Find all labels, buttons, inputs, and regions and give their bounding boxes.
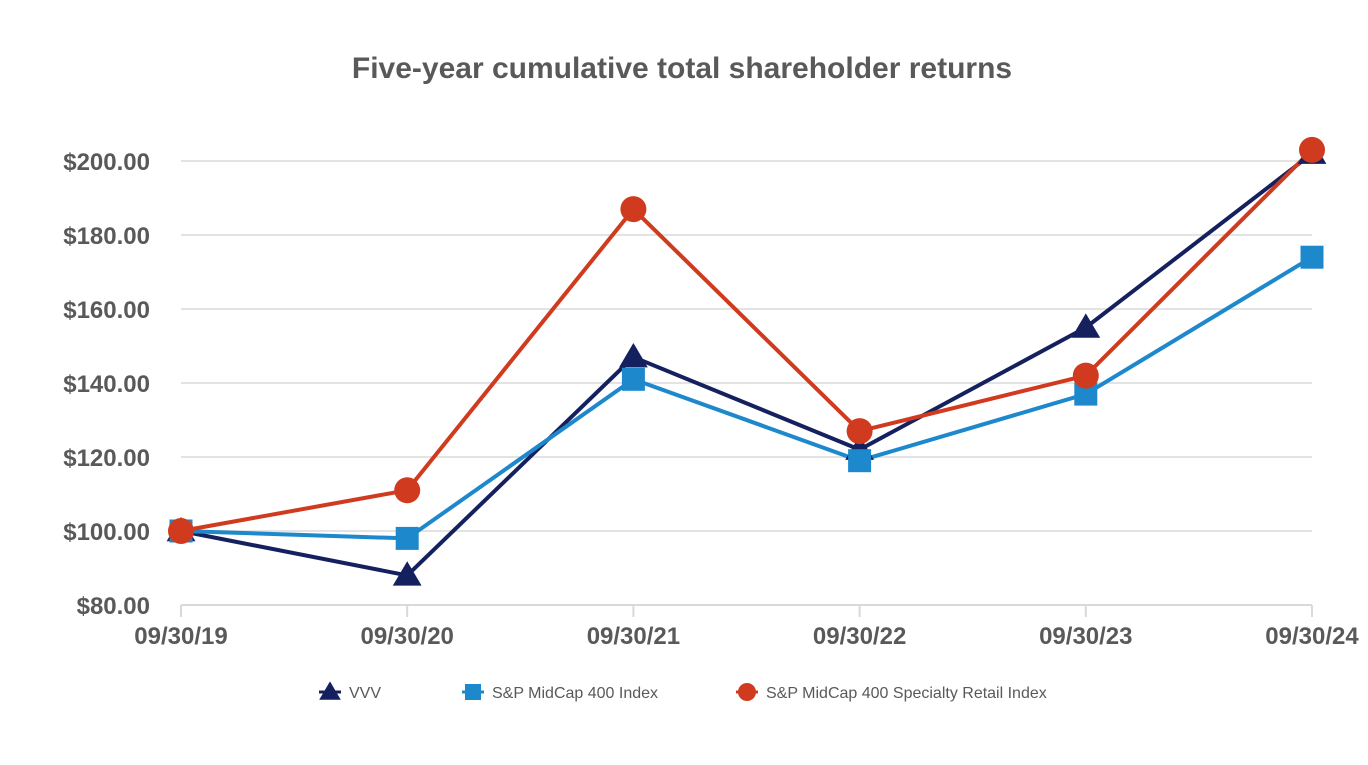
data-point-circle <box>1299 136 1325 163</box>
data-point-square <box>395 526 419 550</box>
series-line-triangle <box>180 152 1314 578</box>
legend-marker-square <box>465 684 481 700</box>
legend: VVV S&P MidCap 400 Index S&P MidCap 400 Sp… <box>319 681 1047 702</box>
x-axis-tick-labels: 09/30/19 09/30/20 09/30/21 09/30/22 09/30/23… <box>134 623 1359 650</box>
x-tick-label: 09/30/20 <box>360 623 453 650</box>
data-point-square <box>1300 245 1324 269</box>
data-point-triangle <box>619 342 648 368</box>
y-tick-label: $80.00 <box>77 593 150 620</box>
chart-title: Five-year cumulative total shareholder r… <box>352 52 1012 85</box>
data-point-circle <box>620 196 647 223</box>
data-point-square <box>621 367 645 391</box>
grid-lines <box>181 160 1312 532</box>
legend-label: VVV <box>349 685 381 702</box>
legend-label: S&P MidCap 400 Index <box>492 685 658 702</box>
legend-marker-circle <box>738 683 756 701</box>
y-tick-label: $180.00 <box>63 223 150 250</box>
data-point-circle <box>394 477 421 504</box>
x-tick-label: 09/30/22 <box>813 623 906 650</box>
y-axis-tick-labels: $80.00 $100.00 $120.00 $140.00 $160.00 $180.0… <box>63 149 150 620</box>
legend-label: S&P MidCap 400 Specialty Retail Index <box>766 685 1047 702</box>
series-line-circle <box>180 148 1314 533</box>
series-markers <box>166 136 1327 586</box>
data-point-circle <box>1072 362 1099 389</box>
y-tick-label: $200.00 <box>63 149 150 176</box>
x-tick-label: 09/30/21 <box>587 623 680 650</box>
legend-marker-triangle <box>319 681 341 700</box>
x-tick-label: 09/30/24 <box>1265 623 1359 650</box>
series-line-square <box>180 255 1314 541</box>
data-point-square <box>1074 382 1098 406</box>
data-point-triangle <box>1071 313 1101 338</box>
x-axis <box>180 604 1313 617</box>
data-point-circle <box>168 518 194 544</box>
data-point-triangle <box>392 561 422 586</box>
y-tick-label: $140.00 <box>63 371 150 398</box>
data-point-circle <box>846 418 873 445</box>
y-tick-label: $120.00 <box>63 445 150 472</box>
y-tick-label: $100.00 <box>63 519 150 546</box>
x-tick-label: 09/30/19 <box>134 623 227 650</box>
y-tick-label: $160.00 <box>63 297 150 324</box>
data-point-square <box>848 449 872 473</box>
x-tick-label: 09/30/23 <box>1039 623 1132 650</box>
series-lines <box>180 148 1314 578</box>
